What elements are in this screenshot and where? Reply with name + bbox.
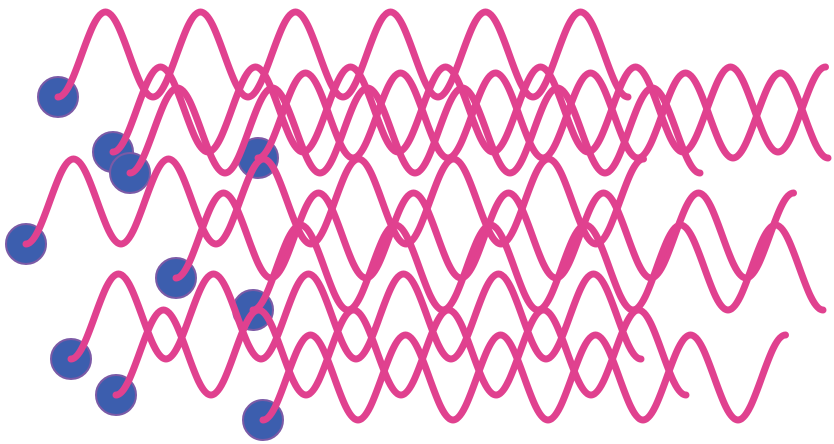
page-body xyxy=(0,0,834,444)
page: {} html, body { margin: 0; padding: 0; b… xyxy=(0,0,834,444)
wave-illustration xyxy=(0,0,834,444)
wave xyxy=(116,310,686,395)
dots xyxy=(6,77,283,440)
waves xyxy=(26,12,828,420)
